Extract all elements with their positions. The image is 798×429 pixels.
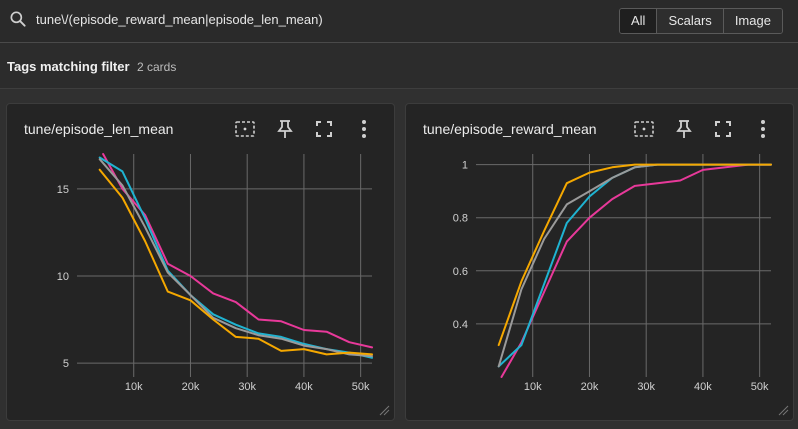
series-line-0[interactable]	[102, 153, 373, 349]
filter-toggle-group: All Scalars Image	[619, 8, 783, 34]
fullscreen-icon[interactable]	[711, 117, 735, 141]
more-vert-icon[interactable]	[751, 117, 775, 141]
x-tick-label: 10k	[125, 381, 143, 393]
filter-all-button[interactable]: All	[620, 9, 658, 33]
search-input[interactable]: tune\/(episode_reward_mean|episode_len_m…	[36, 12, 323, 27]
y-tick-label: 1	[462, 160, 468, 172]
series-line-3[interactable]	[98, 168, 373, 356]
search-icon	[10, 11, 26, 27]
series-line-1[interactable]	[497, 163, 772, 368]
series-line-2[interactable]	[497, 163, 772, 368]
line-chart[interactable]: 10k 20k 30k 40k 50k 5 10 15	[7, 104, 394, 420]
x-tick-label: 40k	[295, 381, 313, 393]
fit-domain-icon[interactable]	[233, 117, 257, 141]
card-title: tune/episode_reward_mean	[423, 121, 597, 137]
y-tick-label: 0.8	[453, 213, 468, 225]
tags-header: Tags matching filter 2 cards	[0, 43, 798, 89]
card-title: tune/episode_len_mean	[24, 121, 174, 137]
series-line-3[interactable]	[497, 163, 772, 347]
y-tick-label: 15	[57, 184, 69, 196]
x-tick-label: 40k	[694, 381, 712, 393]
x-tick-label: 50k	[751, 381, 769, 393]
x-tick-label: 10k	[524, 381, 542, 393]
resize-handle-icon[interactable]	[777, 404, 789, 416]
x-tick-label: 50k	[352, 381, 370, 393]
fit-domain-icon[interactable]	[632, 117, 656, 141]
series-line-2[interactable]	[98, 158, 373, 358]
scalar-card-reward-mean: tune/episode_reward_mean 10k 20k 30k 40k 50k…	[405, 103, 794, 421]
y-tick-label: 10	[57, 271, 69, 283]
y-tick-label: 5	[63, 358, 69, 370]
filter-scalars-button[interactable]: Scalars	[657, 9, 724, 33]
x-tick-label: 30k	[637, 381, 655, 393]
tags-count: 2 cards	[137, 60, 177, 74]
scalar-card-len-mean: tune/episode_len_mean 10k 20k 30k 40k 50k 5 10…	[6, 103, 395, 421]
series-line-0[interactable]	[500, 163, 772, 378]
top-bar: tune\/(episode_reward_mean|episode_len_m…	[0, 0, 798, 43]
x-tick-label: 30k	[238, 381, 256, 393]
more-vert-icon[interactable]	[352, 117, 376, 141]
y-tick-label: 0.4	[453, 319, 468, 331]
x-tick-label: 20k	[581, 381, 599, 393]
pin-icon[interactable]	[273, 117, 297, 141]
pin-icon[interactable]	[672, 117, 696, 141]
fullscreen-icon[interactable]	[312, 117, 336, 141]
line-chart[interactable]: 10k 20k 30k 40k 50k 0.4 0.6 0.8 1	[406, 104, 793, 420]
x-tick-label: 20k	[182, 381, 200, 393]
y-tick-label: 0.6	[453, 266, 468, 278]
tags-title: Tags matching filter	[7, 59, 130, 74]
filter-image-button[interactable]: Image	[723, 9, 782, 33]
resize-handle-icon[interactable]	[378, 404, 390, 416]
